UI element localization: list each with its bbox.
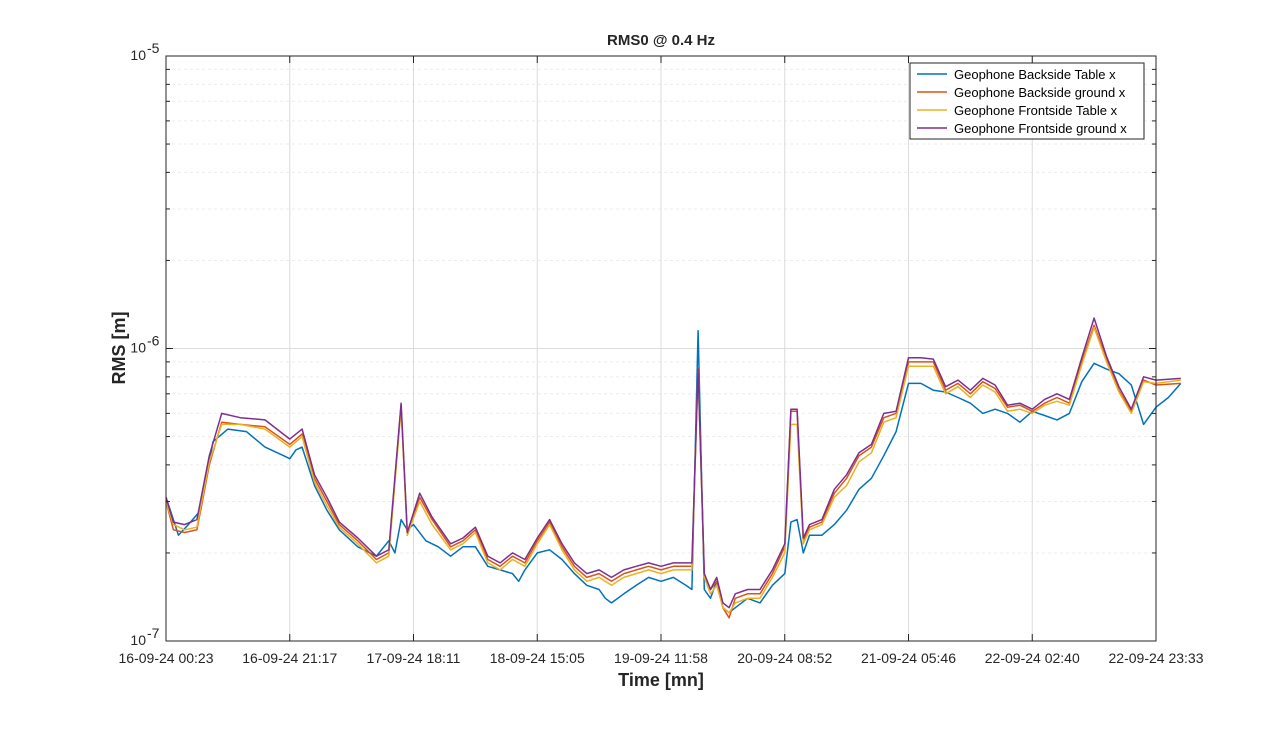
- series-line-1: [165, 329, 1182, 614]
- y-tick-label: 10: [130, 47, 146, 63]
- y-tick-label: 10: [130, 340, 146, 356]
- y-tick-label: 10: [130, 632, 146, 648]
- x-tick-label: 21-09-24 05:46: [861, 650, 956, 666]
- y-tick-label-exponent: -5: [147, 40, 160, 56]
- x-axis-title: Time [mn]: [618, 670, 704, 690]
- series-line-3: [165, 326, 1181, 614]
- x-tick-label: 20-09-24 08:52: [737, 650, 832, 666]
- legend-label-2: Geophone Backside ground x: [954, 85, 1126, 100]
- legend: Geophone Backside Table x Geophone Backsi…: [909, 62, 1145, 140]
- x-tick-label: 16-09-24 00:23: [119, 650, 214, 666]
- series-line-4: [165, 317, 1181, 609]
- x-tick-label: 18-09-24 15:05: [490, 650, 585, 666]
- x-tick-label: 17-09-24 18:11: [367, 650, 461, 666]
- x-tick-label: 22-09-24 02:40: [985, 650, 1080, 666]
- y-axis-title: RMS [m]: [109, 312, 129, 385]
- y-tick-label-exponent: -6: [147, 333, 160, 349]
- x-tick-label: 19-09-24 11:58: [614, 650, 708, 666]
- y-tick-label-exponent: -7: [147, 625, 160, 641]
- legend-label-1: Geophone Backside Table x: [954, 67, 1116, 82]
- legend-box: [909, 62, 1145, 140]
- series-lines: [165, 317, 1182, 619]
- legend-label-4: Geophone Frontside ground x: [954, 121, 1127, 136]
- axis-ticks: 16-09-24 00:23 16-09-24 21:17 17-09-24 18:…: [119, 40, 1204, 666]
- legend-label-3: Geophone Frontside Table x: [954, 103, 1118, 118]
- chart-title: RMS0 @ 0.4 Hz: [607, 32, 715, 49]
- x-tick-label: 16-09-24 21:17: [242, 650, 337, 666]
- grid: [166, 56, 1156, 642]
- x-tick-label: 22-09-24 23:33: [1109, 650, 1204, 666]
